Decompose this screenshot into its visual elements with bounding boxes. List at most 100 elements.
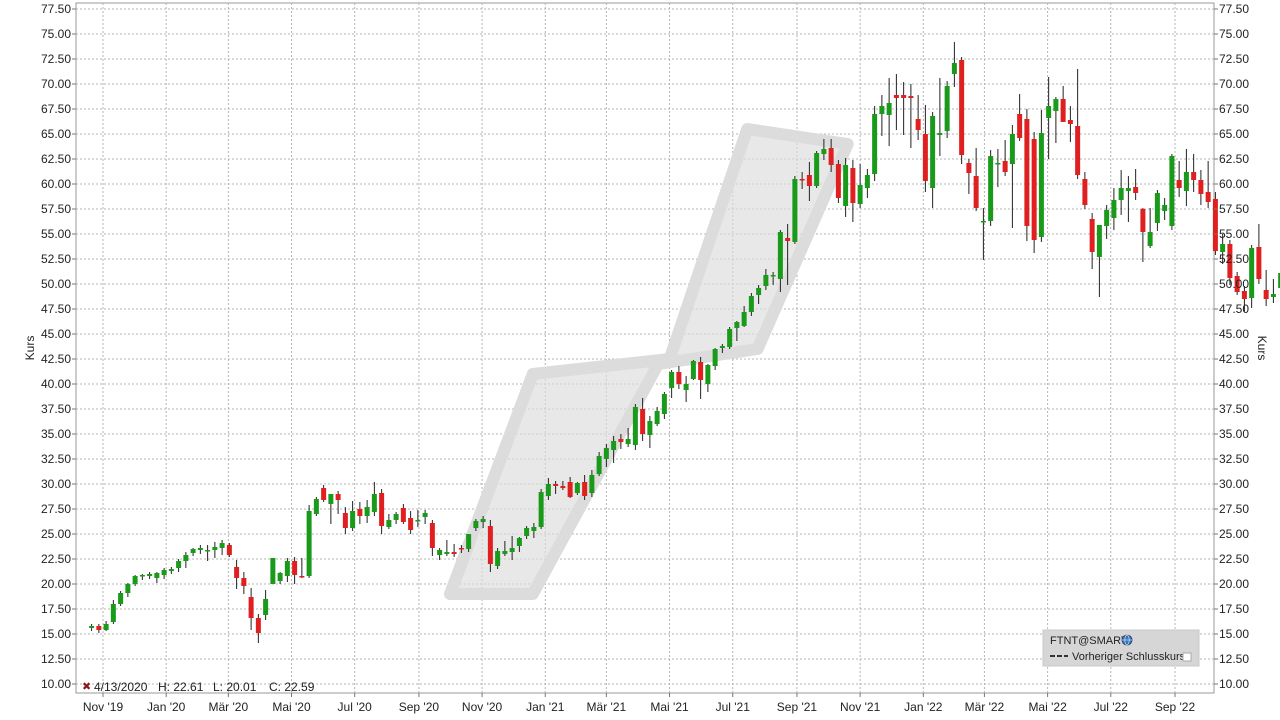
- candle: [560, 481, 566, 490]
- candle: [1191, 154, 1197, 192]
- candle-body: [292, 561, 298, 575]
- legend-checkbox[interactable]: [1182, 652, 1192, 662]
- candle-body: [205, 550, 211, 552]
- candle: [342, 507, 348, 534]
- info-date: 4/13/2020: [94, 680, 148, 694]
- x-tick-label: Nov '19: [83, 700, 124, 714]
- candle-body: [741, 312, 747, 326]
- candle: [473, 519, 479, 531]
- candle: [415, 510, 421, 527]
- candle: [647, 416, 653, 448]
- candle: [1009, 125, 1015, 228]
- candle: [886, 78, 892, 146]
- y-tick-label-right: 35.00: [1219, 427, 1249, 441]
- candle-body: [350, 511, 356, 528]
- legend-previous-close: Vorheriger Schlusskurs: [1072, 651, 1186, 663]
- candle-body: [1089, 219, 1095, 252]
- candle: [125, 583, 131, 597]
- y-tick-label-left: 62.50: [41, 152, 71, 166]
- candle-body: [1017, 114, 1023, 138]
- candle-body: [313, 499, 319, 514]
- y-tick-label-right: 47.50: [1219, 302, 1249, 316]
- candle: [393, 512, 399, 524]
- candle-body: [850, 168, 856, 203]
- candle: [371, 482, 377, 516]
- x-tick-label: Mai '22: [1028, 700, 1067, 714]
- y-tick-label-right: 62.50: [1219, 152, 1249, 166]
- y-tick-label-left: 25.00: [41, 527, 71, 541]
- y-tick-label-right: 32.50: [1219, 452, 1249, 466]
- globe-icon[interactable]: [1121, 634, 1133, 646]
- y-tick-label-right: 57.50: [1219, 202, 1249, 216]
- candle-body: [110, 604, 116, 622]
- candle: [408, 511, 414, 534]
- candle: [1089, 213, 1095, 269]
- x-tick-label: Mai '21: [650, 700, 689, 714]
- candle: [451, 544, 457, 557]
- candle-body: [219, 543, 225, 548]
- plot-area: [75, 2, 1215, 694]
- candle: [959, 57, 965, 164]
- candle-body: [705, 365, 711, 384]
- candle-body: [480, 519, 486, 522]
- candle-body: [1118, 188, 1124, 200]
- candle: [1104, 205, 1110, 239]
- x-tick-label: Jul '20: [338, 700, 373, 714]
- candle-body: [1046, 106, 1052, 118]
- candle: [814, 151, 820, 188]
- x-tick-label: Mär '20: [209, 700, 249, 714]
- y-tick-label-left: 47.50: [41, 302, 71, 316]
- candle: [103, 621, 109, 631]
- candle-body: [944, 86, 950, 131]
- candle-body: [589, 475, 595, 493]
- candle: [96, 624, 102, 633]
- candle-body: [132, 576, 138, 584]
- candle: [509, 536, 515, 560]
- candle-body: [785, 238, 791, 241]
- candle: [89, 624, 95, 631]
- candle-body: [995, 163, 1001, 165]
- candle: [1125, 176, 1131, 222]
- candle-body: [727, 329, 733, 347]
- candle-body: [241, 578, 247, 586]
- candle-body: [618, 439, 624, 442]
- candle-body: [640, 409, 646, 434]
- candles: [89, 42, 1280, 643]
- candle-body: [879, 106, 885, 114]
- candle-body: [1140, 209, 1146, 232]
- y-tick-label-right: 50.00: [1219, 277, 1249, 291]
- candle-body: [154, 573, 160, 578]
- candle: [1249, 245, 1255, 308]
- candle-body: [509, 548, 515, 552]
- candle-body: [908, 96, 914, 98]
- candle-body: [408, 518, 414, 530]
- candle-body: [400, 508, 406, 522]
- candle-body: [1125, 188, 1131, 191]
- candle-body: [451, 552, 457, 554]
- candle-body: [1133, 187, 1139, 193]
- y-tick-label-left: 72.50: [41, 52, 71, 66]
- candle: [625, 428, 631, 447]
- y-tick-label-right: 55.00: [1219, 227, 1249, 241]
- candle: [654, 407, 660, 426]
- candle-body: [437, 550, 443, 555]
- info-close: C: 22.59: [269, 680, 315, 694]
- candle: [1234, 272, 1240, 295]
- y-tick-label-left: 60.00: [41, 177, 71, 191]
- candle: [487, 520, 493, 572]
- y-tick-label-left: 70.00: [41, 77, 71, 91]
- candle: [226, 543, 232, 557]
- candle-body: [734, 322, 740, 328]
- candle: [690, 360, 696, 380]
- candle-body: [190, 549, 196, 553]
- candle: [248, 588, 254, 630]
- y-tick-label-left: 17.50: [41, 602, 71, 616]
- candle: [1147, 208, 1153, 248]
- candle-body: [1263, 290, 1269, 299]
- y-tick-label-left: 35.00: [41, 427, 71, 441]
- candle-body: [1067, 120, 1073, 124]
- x-tick-label: Sep '22: [1155, 700, 1196, 714]
- candle: [1183, 149, 1189, 206]
- candle-body: [1191, 172, 1197, 180]
- y-tick-label-left: 77.50: [41, 2, 71, 16]
